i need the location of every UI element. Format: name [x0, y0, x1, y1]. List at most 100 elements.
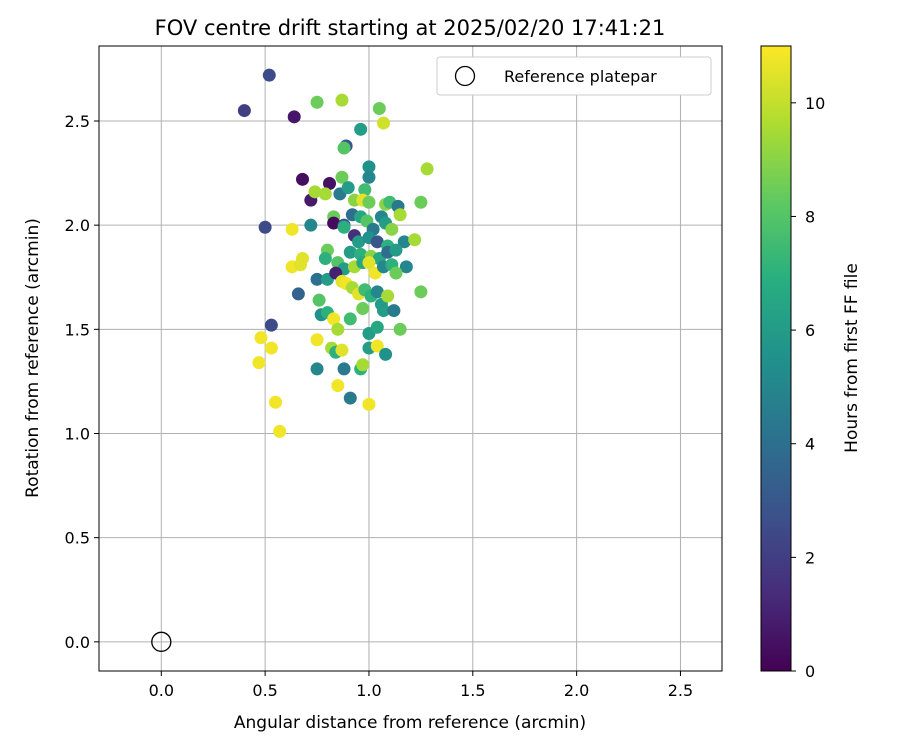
data-point: [291, 287, 305, 301]
data-point: [264, 341, 278, 355]
colorbar-tick-label: 6: [805, 321, 815, 340]
data-point: [341, 181, 355, 195]
data-point: [264, 318, 278, 332]
colorbar-tick-label: 8: [805, 207, 815, 226]
data-point: [362, 397, 376, 411]
legend-box: [436, 56, 712, 96]
data-point: [389, 243, 403, 257]
data-point: [331, 379, 345, 393]
data-point: [377, 304, 391, 318]
data-point: [287, 110, 301, 124]
axes: 0.0 0.5 1.0 1.5 2.0 2.5 0.0 0.5 1.0 1.5 2.0 2.5: [65, 45, 723, 700]
colorbar-tick-label: 2: [805, 548, 815, 567]
data-point: [323, 177, 337, 190]
data-point: [362, 170, 376, 184]
y-tick-label: 0.0: [65, 633, 90, 652]
y-tick-label: 0.5: [65, 529, 90, 548]
legend-marker: [454, 65, 476, 87]
data-point: [312, 293, 326, 307]
data-point: [310, 362, 324, 376]
reference-platepar-marker: [151, 631, 172, 652]
data-point: [393, 322, 407, 336]
data-point: [343, 391, 357, 405]
data-point: [327, 216, 341, 230]
x-axis-label: Angular distance from reference (arcmin): [234, 713, 586, 733]
data-point: [372, 102, 386, 115]
data-point: [258, 220, 272, 234]
y-axis-label: Rotation from reference (arcmin): [23, 218, 43, 498]
data-point: [252, 356, 266, 370]
colorbar-tick-label: 10: [805, 94, 825, 113]
colorbar-tick-label: 4: [805, 435, 815, 454]
data-point: [337, 141, 351, 155]
data-point: [362, 256, 376, 270]
data-point: [358, 183, 372, 197]
colorbar-gradient: [760, 45, 792, 672]
data-point: [399, 260, 413, 274]
data-point: [318, 252, 332, 265]
data-point: [362, 195, 376, 209]
data-point: [254, 331, 268, 345]
data-point: [335, 93, 349, 107]
data-point: [408, 233, 422, 247]
data-point: [310, 95, 324, 109]
data-point: [385, 222, 399, 236]
data-point: [397, 235, 411, 249]
data-point: [370, 339, 384, 353]
data-point: [273, 424, 287, 438]
data-point: [362, 160, 376, 174]
grid: [99, 46, 722, 671]
data-point: [343, 245, 357, 259]
data-point: [335, 170, 349, 184]
data-point: [262, 68, 276, 82]
data-point: [414, 195, 428, 209]
legend-label: Reference platepar: [504, 67, 657, 86]
colorbar-label: Hours from first FF file: [842, 263, 862, 453]
data-points: [151, 68, 434, 652]
data-point: [343, 312, 357, 326]
x-tick-label: 1.0: [356, 681, 381, 700]
data-point: [354, 122, 368, 136]
data-point: [352, 235, 366, 249]
data-point: [414, 285, 428, 299]
y-tick-label: 2.5: [65, 112, 90, 131]
data-point: [269, 395, 283, 409]
data-point: [370, 235, 384, 249]
data-point: [308, 185, 322, 199]
data-point: [337, 362, 351, 376]
x-tick-label: 1.5: [460, 681, 485, 700]
data-point: [304, 218, 318, 232]
data-point: [370, 285, 384, 299]
colorbar: 0 2 4 6 8 10 Hours from first FF file: [760, 45, 862, 681]
data-point: [318, 187, 332, 201]
data-point: [285, 222, 299, 236]
data-point: [379, 347, 393, 361]
data-point: [331, 322, 345, 336]
y-tick-label: 1.5: [65, 320, 90, 339]
data-point: [356, 358, 370, 372]
data-point: [337, 220, 351, 234]
colorbar-tick-label: 0: [805, 662, 815, 681]
data-point: [387, 304, 401, 318]
data-point: [356, 302, 370, 315]
data-point: [296, 172, 310, 186]
data-point: [389, 266, 403, 280]
colorbar-ticks: 0 2 4 6 8 10: [791, 94, 825, 681]
x-tick-label: 0.5: [252, 681, 277, 700]
data-point: [381, 289, 395, 303]
data-point: [393, 208, 407, 222]
data-point: [335, 343, 349, 357]
x-tick-label: 0.0: [149, 681, 174, 700]
legend: Reference platepar: [436, 56, 712, 96]
data-point: [327, 312, 341, 326]
data-point: [310, 333, 324, 347]
x-tick-label: 2.5: [668, 681, 693, 700]
data-point: [310, 272, 324, 286]
x-tick-label: 2.0: [564, 681, 589, 700]
chart-title: FOV centre drift starting at 2025/02/20 …: [155, 16, 666, 40]
y-tick-label: 2.0: [65, 216, 90, 235]
data-point: [420, 162, 434, 176]
plot-frame: [98, 45, 723, 672]
y-tick-label: 1.0: [65, 425, 90, 444]
